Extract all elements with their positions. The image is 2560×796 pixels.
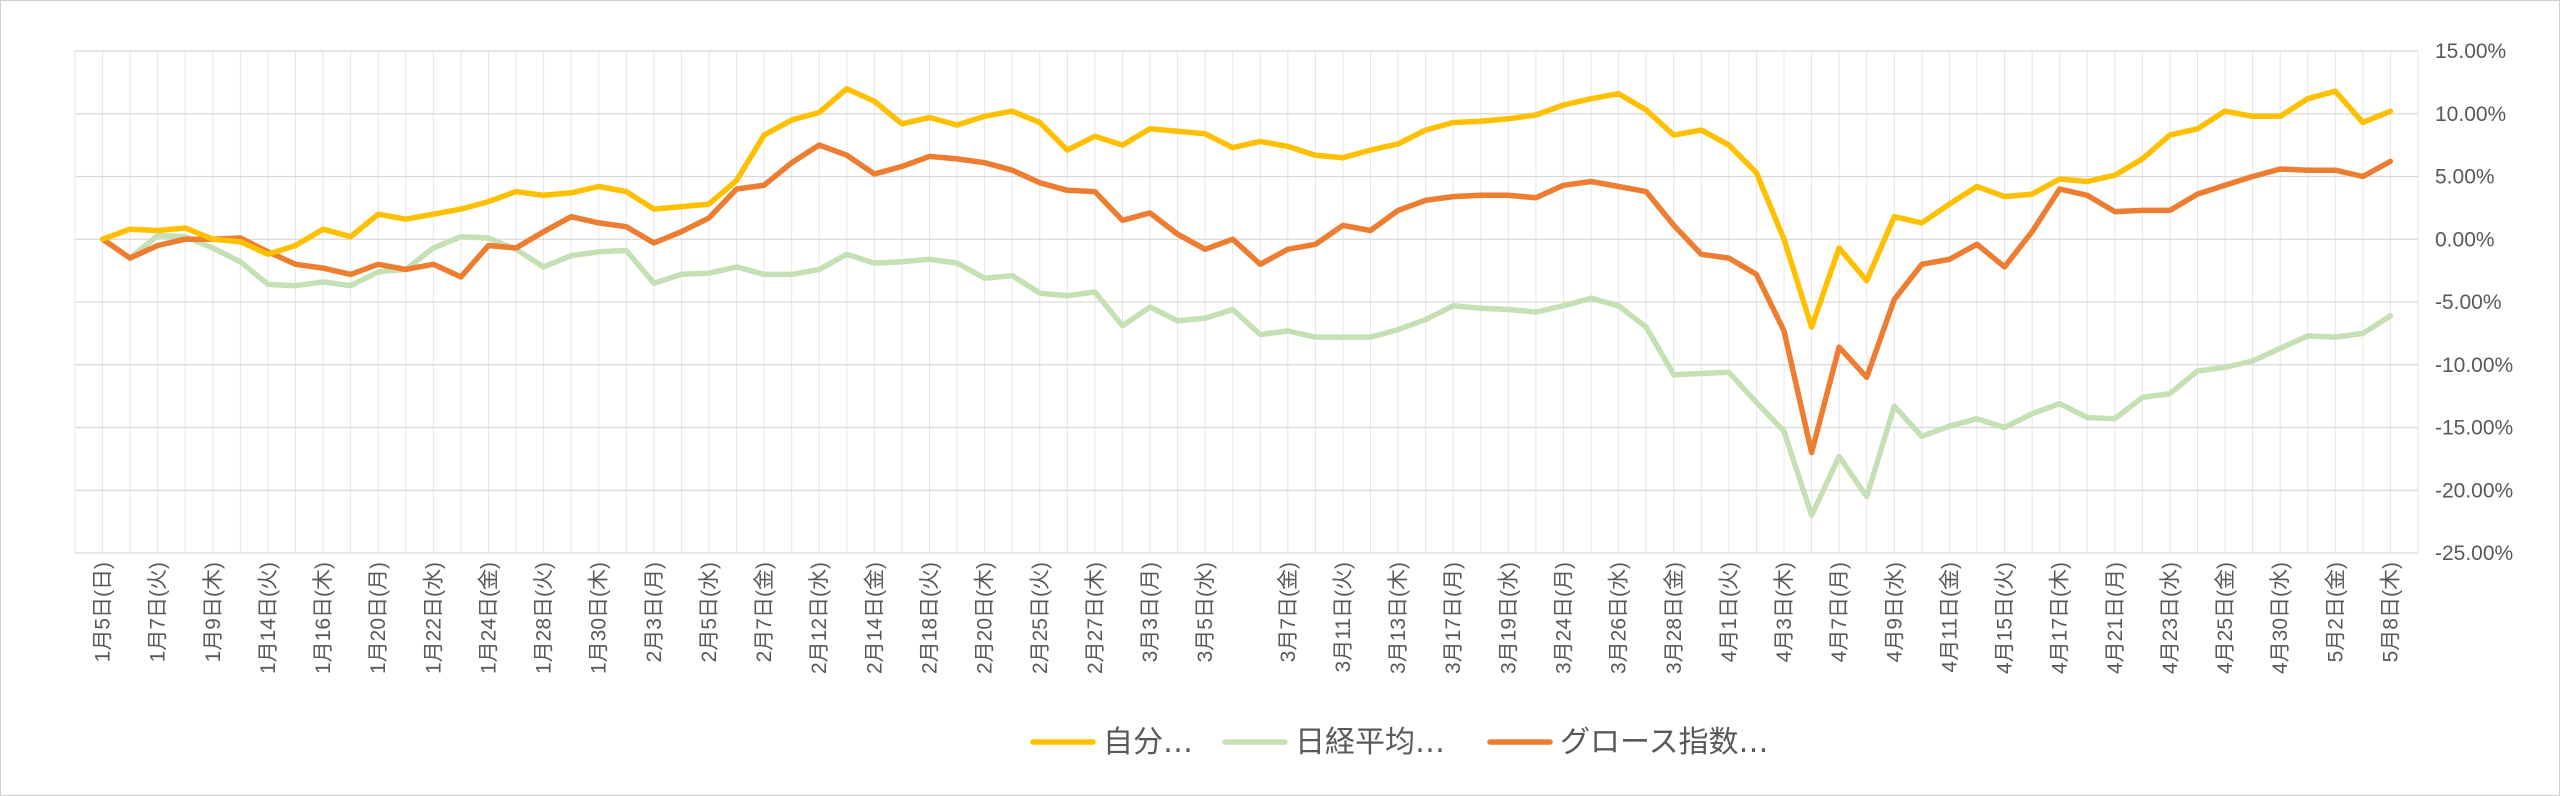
x-tick-label: 2月20日(木) [974,562,997,674]
x-tick-label: 4月9日(水) [1883,562,1906,662]
x-tick-label: 1月7日(火) [147,562,170,662]
x-tick-label: 3月28日(金) [1663,562,1686,674]
x-tick-label: 5月8日(木) [2379,562,2402,662]
x-tick-label: 4月11日(金) [1938,562,1961,672]
legend-label: 日経平均… [1295,725,1445,760]
series-lines [99,85,2394,519]
x-tick-label: 2月27日(木) [1084,562,1107,674]
x-tick-label: 1月9日(木) [202,562,225,662]
x-tick-label: 5月2日(金) [2324,562,2347,662]
x-tick-label: 4月15日(火) [1994,562,2017,674]
x-tick-label: 2月25日(火) [1029,562,1052,674]
x-tick-label: 2月18日(火) [919,562,942,674]
x-tick-label: 3月7日(金) [1277,562,1300,662]
x-tick-label: 2月7日(金) [753,562,776,662]
x-tick-label: 4月23日(水) [2159,562,2182,674]
x-tick-label: 1月20日(月) [367,562,390,674]
y-tick-label: -5.00% [2435,291,2502,314]
x-tick-label: 1月24日(金) [477,562,500,674]
series-line-0 [99,85,2394,330]
y-tick-label: -15.00% [2435,417,2513,440]
series-line-1 [99,232,2394,519]
legend: 自分… 日経平均… グロース指数… [1030,725,1769,760]
x-tick-label: 2月12日(水) [808,562,831,674]
series-line-2 [99,142,2394,456]
x-tick-label: 3月3日(月) [1139,562,1162,662]
y-tick-label: 15.00% [2435,40,2506,63]
x-tick-label: 1月22日(水) [422,562,445,674]
legend-label: 自分… [1103,725,1193,760]
x-tick-label: 2月3日(月) [643,562,666,662]
y-tick-label: 0.00% [2435,228,2495,251]
y-tick-label: -20.00% [2435,479,2513,502]
x-axis-ticks: 1月5日(日) 1月7日(火) 1月9日(木) 1月14日(火) 1月16日(木) 1月2… [92,562,2403,674]
x-tick-label: 4月25日(金) [2214,562,2237,674]
x-tick-label: 3月11日(火) [1332,562,1355,672]
y-tick-label: 10.00% [2435,103,2506,126]
y-axis-ticks: 15.00% 10.00% 5.00% 0.00% -5.00% -10.00% -15.0… [2435,40,2513,565]
x-tick-label: 4月30日(水) [2269,562,2292,674]
x-tick-label: 3月19日(水) [1497,562,1520,674]
y-tick-label: 5.00% [2435,166,2495,189]
x-tick-label: 4月3日(木) [1773,562,1796,662]
y-tick-label: -10.00% [2435,354,2513,377]
x-tick-label: 4月21日(月) [2104,562,2127,674]
x-tick-label: 4月17日(木) [2049,562,2072,674]
x-tick-label: 3月24日(月) [1552,562,1575,674]
x-tick-label: 3月5日(水) [1194,562,1217,662]
x-tick-label: 1月28日(火) [533,562,556,674]
x-tick-label: 1月5日(日) [92,562,115,662]
x-tick-label: 1月30日(木) [588,562,611,674]
x-tick-label: 3月13日(木) [1387,562,1410,674]
x-tick-label: 3月26日(水) [1608,562,1631,674]
x-tick-label: 3月17日(月) [1442,562,1465,674]
legend-label: グロース指数… [1560,725,1769,760]
x-tick-label: 2月5日(水) [698,562,721,662]
x-tick-label: 4月7日(月) [1828,562,1851,662]
y-tick-label: -25.00% [2435,542,2513,565]
x-tick-label: 1月16日(木) [312,562,335,674]
x-tick-label: 4月1日(火) [1718,562,1741,662]
grid [74,50,2419,554]
x-tick-label: 1月14日(火) [257,562,280,674]
x-tick-label: 2月14日(金) [863,562,886,674]
